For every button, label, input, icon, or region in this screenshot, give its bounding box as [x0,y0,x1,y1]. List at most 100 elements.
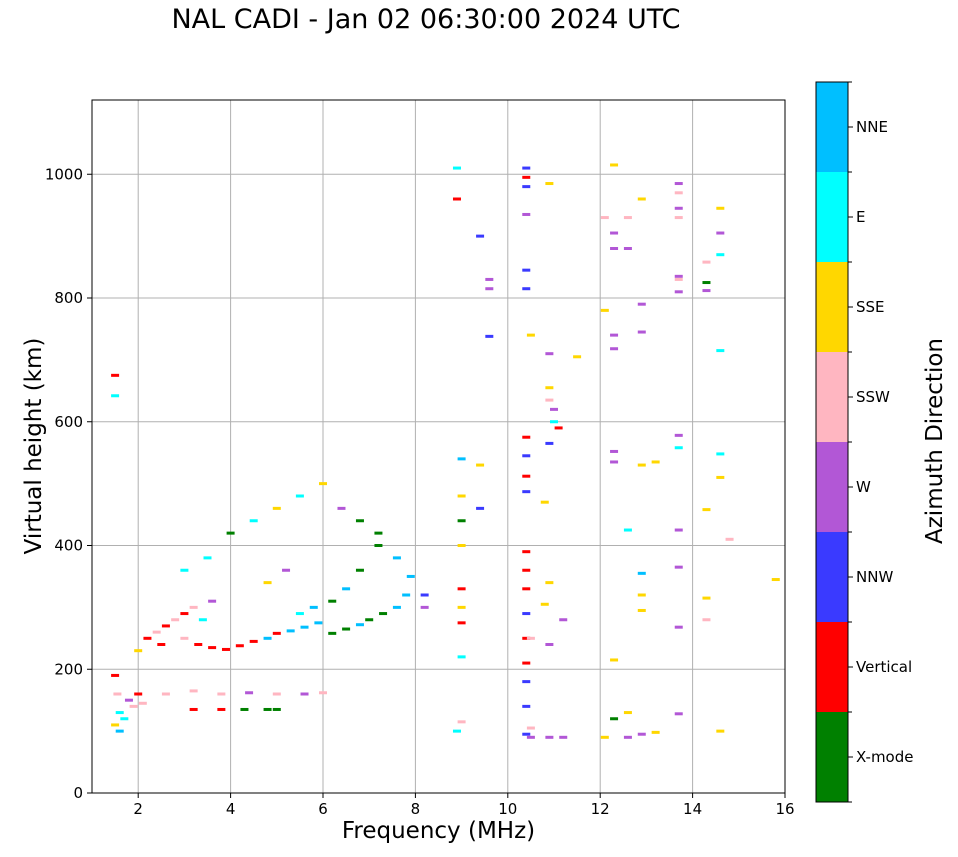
echo-point [674,206,683,210]
echo-point [550,420,558,424]
colorbar-tick-label: SSW [856,388,890,406]
echo-point [115,729,124,733]
echo-point [355,568,364,572]
echo-point [221,647,230,651]
echo-point [637,197,646,201]
echo-point [452,197,461,201]
echo-point [282,568,291,572]
echo-point [702,596,711,600]
echo-point [124,698,133,702]
x-axis-ticks: 2 4 6 8 10 12 14 16 [133,793,795,818]
y-axis-label: Virtual height (km) [21,337,47,555]
echo-point [522,287,531,291]
echo-point [545,441,554,445]
echo-point [554,426,563,430]
echo-point [610,347,619,351]
echo-point [111,723,120,727]
echo-point [522,435,531,439]
echo-point [637,463,646,467]
echo-point [457,720,466,724]
echo-point [674,290,683,294]
echo-point [559,735,568,739]
y-tick-label: 800 [54,289,83,307]
y-tick-label: 200 [54,660,83,678]
echo-point [716,231,725,235]
echo-point [328,599,337,603]
echo-point [263,636,272,640]
x-axis-label: Frequency (MHz) [341,818,536,844]
echo-point [129,704,138,708]
echo-point [702,618,711,622]
colorbar-segment [816,532,848,622]
x-tick-label: 2 [133,800,143,818]
echo-point [526,636,535,640]
echo-point [610,460,619,464]
colorbar-segment [816,82,848,172]
echo-point [120,717,129,721]
chart-title: NAL CADI - Jan 02 06:30:00 2024 UTC [171,4,681,35]
colorbar-segment [816,262,848,352]
echo-point [637,732,646,736]
echo-point [674,216,683,220]
echo-point [420,605,429,609]
echo-point [355,519,364,523]
echo-point [300,625,309,629]
azimuth-colorbar: X-mode Vertical NNW W SSW SSE E NNE [815,81,913,803]
echo-point [152,630,161,634]
echo-point [374,531,383,535]
echo-point [189,689,198,693]
echo-point [716,253,725,257]
echo-point [716,206,725,210]
echo-point [134,692,143,696]
echo-point [637,330,646,334]
colorbar-tick-label: NNE [856,118,888,136]
echo-point [637,593,646,597]
plot-frame [91,99,786,794]
echo-point [392,556,401,560]
y-tick-label: 0 [73,784,83,802]
echo-point [610,449,619,453]
echo-point [476,234,485,238]
echo-point [143,636,152,640]
echo-point [702,508,711,512]
colorbar-tick-label: SSE [856,298,885,316]
echo-point [452,729,461,733]
echo-point [651,730,660,734]
echo-point [457,655,466,659]
echo-point [522,166,531,170]
echo-point [651,460,660,464]
echo-point [457,519,466,523]
colorbar-tick-label: Vertical [856,658,912,676]
echo-point [319,482,327,486]
echo-point [161,692,170,696]
echo-point [286,629,295,633]
echo-point [249,639,258,643]
echo-point [272,692,281,696]
echo-point [476,463,485,467]
echo-point [716,475,725,479]
echo-point [208,646,217,650]
x-tick-label: 12 [591,800,610,818]
x-tick-label: 14 [683,800,702,818]
echo-point [457,587,466,591]
echo-point [637,302,646,306]
echo-point [272,506,281,510]
echo-point [545,398,554,402]
echo-point [194,643,203,646]
echo-point [402,593,411,597]
echo-point [522,568,531,572]
echo-point [485,277,494,281]
echo-point [235,644,244,648]
echo-point [637,608,646,612]
echo-point [526,735,535,739]
echo-point [392,605,401,609]
echo-point [171,618,180,622]
y-tick-label: 600 [54,413,83,431]
echo-point [295,494,304,498]
echo-point [522,185,531,189]
colorbar-tick-label: W [856,478,871,496]
echo-point [573,355,582,359]
echo-point [674,712,683,716]
echo-point [208,599,217,603]
echo-point [545,352,554,356]
